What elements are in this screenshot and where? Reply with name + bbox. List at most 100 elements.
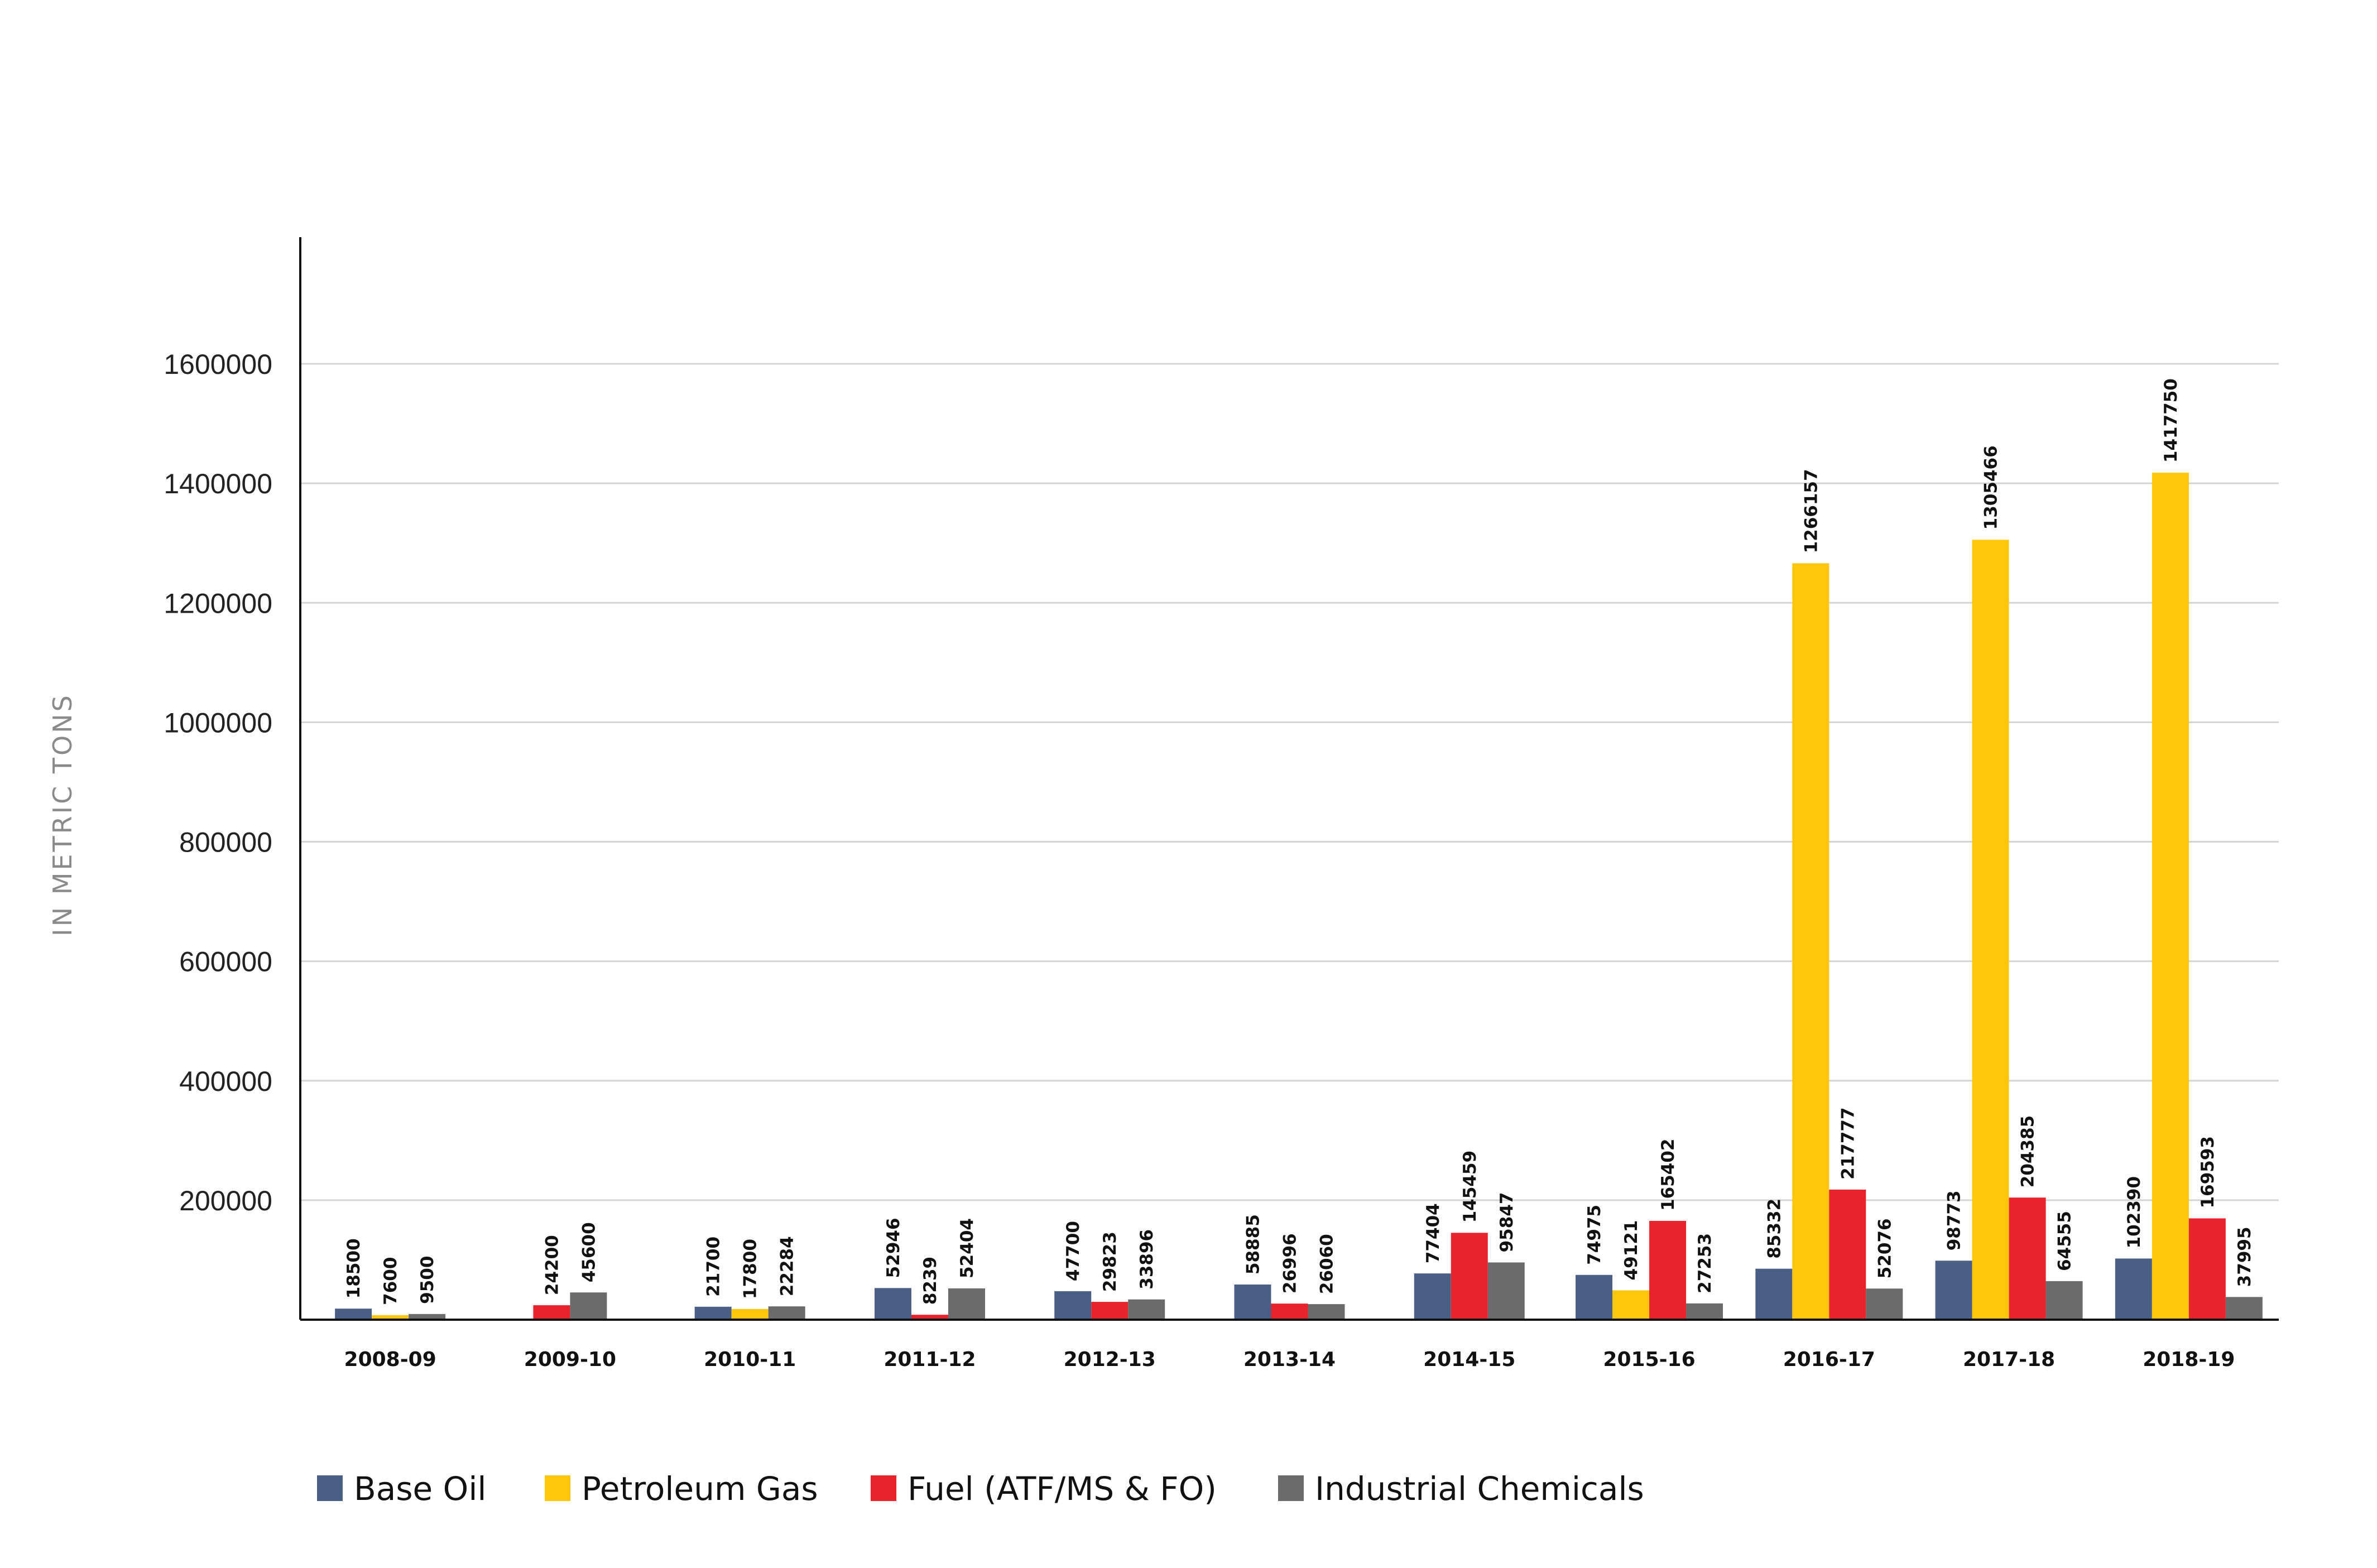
data-label: 9500 bbox=[417, 1256, 438, 1304]
data-label: 58885 bbox=[1243, 1214, 1264, 1274]
y-tick-label: 1400000 bbox=[164, 468, 272, 499]
y-tick-label: 600000 bbox=[179, 946, 272, 978]
bar bbox=[1576, 1274, 1613, 1320]
data-label: 74975 bbox=[1584, 1205, 1605, 1265]
x-tick-label: 2010-11 bbox=[704, 1348, 796, 1371]
x-tick-label: 2008-09 bbox=[344, 1348, 436, 1371]
data-label: 22284 bbox=[777, 1236, 798, 1296]
bar bbox=[1972, 540, 2009, 1320]
bar bbox=[1866, 1288, 1903, 1320]
gridlines bbox=[300, 363, 2279, 1201]
bar bbox=[1271, 1304, 1308, 1320]
legend-swatch bbox=[545, 1475, 570, 1501]
x-axis-ticks: 2008-09 2009-10 2010-11 2011-12 2012-13 2013-… bbox=[344, 1348, 2235, 1371]
data-label: 8239 bbox=[920, 1257, 940, 1305]
bar bbox=[731, 1309, 769, 1320]
data-label: 49121 bbox=[1621, 1220, 1641, 1281]
x-tick-label: 2012-13 bbox=[1064, 1348, 1156, 1371]
bar bbox=[1612, 1290, 1650, 1320]
data-label: 45600 bbox=[579, 1222, 599, 1282]
bar bbox=[409, 1314, 446, 1320]
y-tick-label: 1200000 bbox=[164, 588, 272, 619]
bar bbox=[533, 1305, 570, 1320]
data-label: 1305466 bbox=[1981, 445, 2001, 530]
bar bbox=[2009, 1197, 2046, 1320]
y-tick-label: 800000 bbox=[179, 827, 272, 858]
legend-label: Base Oil bbox=[354, 1470, 487, 1508]
data-label: 26996 bbox=[1280, 1233, 1300, 1293]
bar bbox=[2115, 1258, 2152, 1320]
data-label: 27253 bbox=[1695, 1233, 1715, 1293]
bar bbox=[1128, 1299, 1165, 1320]
x-tick-label: 2011-12 bbox=[883, 1348, 976, 1371]
bar bbox=[1686, 1303, 1723, 1320]
bar bbox=[1091, 1302, 1129, 1320]
bar bbox=[768, 1306, 805, 1320]
data-label: 52076 bbox=[1875, 1218, 1895, 1278]
x-tick-label: 2015-16 bbox=[1603, 1348, 1695, 1371]
legend: Base Oil Petroleum Gas Fuel (ATF/MS & FO) I… bbox=[317, 1470, 1644, 1508]
data-label: 47700 bbox=[1063, 1221, 1083, 1281]
data-label: 145459 bbox=[1460, 1151, 1480, 1223]
bar bbox=[1792, 563, 1829, 1320]
bar bbox=[335, 1309, 372, 1320]
y-axis-label: IN METRIC TONS bbox=[47, 693, 78, 936]
bar bbox=[694, 1306, 732, 1320]
bars bbox=[335, 473, 2263, 1320]
bar bbox=[1829, 1189, 1866, 1320]
x-tick-label: 2014-15 bbox=[1423, 1348, 1515, 1371]
data-label: 7600 bbox=[381, 1257, 401, 1305]
data-label: 33896 bbox=[1137, 1229, 1157, 1290]
bar bbox=[1649, 1220, 1687, 1320]
data-label: 85332 bbox=[1764, 1199, 1784, 1259]
bar bbox=[911, 1315, 948, 1320]
bar bbox=[1234, 1284, 1271, 1320]
bar bbox=[1308, 1304, 1345, 1320]
legend-swatch bbox=[1278, 1475, 1304, 1501]
data-label: 17800 bbox=[741, 1239, 761, 1299]
y-tick-label: 200000 bbox=[179, 1185, 272, 1216]
bar bbox=[2152, 473, 2189, 1320]
x-tick-label: 2018-19 bbox=[2143, 1348, 2235, 1371]
data-label: 21700 bbox=[704, 1237, 724, 1297]
data-label: 217777 bbox=[1838, 1107, 1858, 1179]
bar bbox=[570, 1292, 607, 1320]
bar bbox=[2225, 1297, 2263, 1320]
data-label: 1266157 bbox=[1801, 469, 1821, 553]
bar bbox=[1054, 1291, 1092, 1320]
legend-label: Industrial Chemicals bbox=[1315, 1470, 1644, 1508]
bar bbox=[2188, 1218, 2226, 1320]
x-tick-label: 2016-17 bbox=[1783, 1348, 1875, 1371]
data-label: 169593 bbox=[2198, 1136, 2218, 1208]
data-label: 18500 bbox=[344, 1238, 364, 1298]
bar bbox=[1451, 1233, 1488, 1320]
bar bbox=[874, 1288, 911, 1320]
x-tick-label: 2009-10 bbox=[524, 1348, 616, 1371]
bar bbox=[1755, 1268, 1793, 1320]
y-tick-label: 400000 bbox=[179, 1066, 272, 1097]
bar bbox=[1414, 1273, 1451, 1320]
data-label: 64555 bbox=[2055, 1211, 2075, 1271]
data-label: 37995 bbox=[2235, 1226, 2255, 1287]
y-axis-ticks: 200000 400000 600000 800000 1000000 1200000 14… bbox=[164, 349, 272, 1216]
bar bbox=[2045, 1281, 2083, 1320]
bar bbox=[372, 1315, 409, 1320]
data-label: 29823 bbox=[1100, 1232, 1120, 1292]
y-tick-label: 1600000 bbox=[164, 349, 272, 380]
data-label: 52946 bbox=[883, 1218, 904, 1278]
data-label: 26060 bbox=[1317, 1234, 1337, 1294]
x-tick-label: 2013-14 bbox=[1243, 1348, 1336, 1371]
data-label: 204385 bbox=[2018, 1115, 2038, 1187]
data-label: 102390 bbox=[2124, 1176, 2144, 1248]
data-label: 98773 bbox=[1944, 1190, 1965, 1250]
legend-swatch bbox=[871, 1475, 896, 1501]
bar bbox=[1487, 1262, 1525, 1320]
data-label: 1417750 bbox=[2161, 378, 2181, 463]
bar bbox=[948, 1288, 985, 1320]
bar bbox=[1935, 1261, 1972, 1320]
data-label: 95847 bbox=[1497, 1192, 1517, 1253]
data-labels: 18500 7600 9500 24200 45600 21700 17800 22284 52… bbox=[344, 378, 2255, 1305]
x-tick-label: 2017-18 bbox=[1963, 1348, 2055, 1371]
y-tick-label: 1000000 bbox=[164, 707, 272, 738]
